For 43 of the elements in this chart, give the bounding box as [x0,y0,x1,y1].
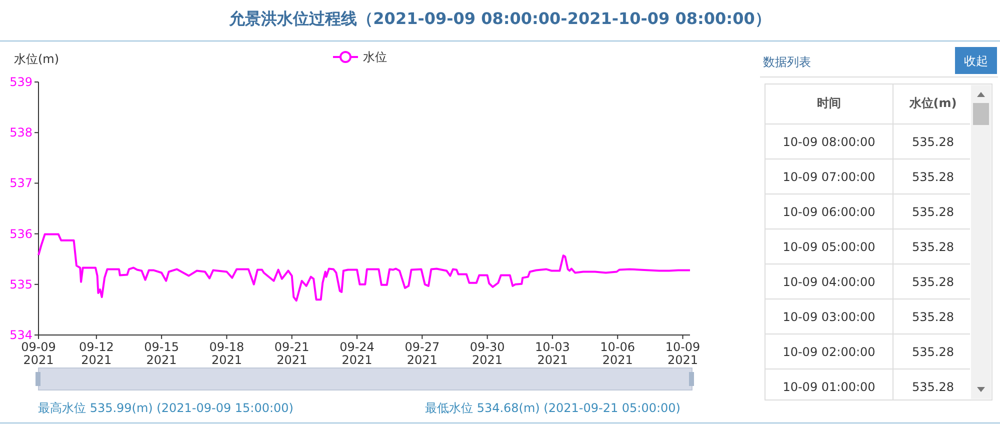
y-tick-label: 534 [10,328,32,342]
text: 最低水位 534.68(m) (2021-09-21 05:00:00) [425,401,680,415]
data-label: 535.28 [912,310,954,324]
data-label: 535.28 [912,135,954,149]
category-label: 10-09 02:00:00 [782,345,876,359]
x-tick-label: 09-30 2021 [470,340,505,368]
y-tick-label: 538 [10,126,32,140]
x-tick-label: 09-27 2021 [404,340,440,368]
line-series [38,233,691,302]
data-label: 535.28 [912,205,954,219]
x-tick-label: 10-09 2021 [665,340,700,368]
text: 数据列表 [763,55,811,69]
y-axis-title: 水位(m) [14,52,60,66]
category-label: 10-09 05:00:00 [782,240,876,254]
data-label: 535.28 [912,380,954,394]
x-tick-label: 09-24 2021 [340,340,374,368]
data-label: 535.28 [912,345,954,359]
category-label: 10-09 03:00:00 [782,310,876,324]
y-tick-label: 535 [10,277,32,292]
legend-label: 水位 [363,50,387,64]
category-label: 10-09 06:00:00 [782,205,876,219]
x-tick-label: 09-18 2021 [209,340,244,368]
chart-title: 允景洪水位过程线（2021-09-09 08:00:00-2021-10-09 08:00:00） [229,9,771,28]
x-tick-label: 09-09 2021 [21,340,56,368]
text: 时间 [817,96,841,110]
y-tick-label: 539 [10,75,32,89]
y-tick-label: 536 [10,226,32,241]
category-label: 10-09 01:00:00 [782,380,876,394]
x-tick-label: 10-03 2021 [535,340,570,368]
x-tick-label: 10-06 2021 [600,340,636,368]
data-label: 535.28 [912,170,954,184]
y-tick-label: 537 [10,176,32,190]
data-label: 535.28 [912,240,954,254]
text: 水位(m) [908,96,957,110]
x-tick-label: 09-15 2021 [144,340,179,368]
category-label: 10-09 04:00:00 [782,275,876,289]
category-label: 10-09 08:00:00 [782,135,876,149]
x-tick-label: 09-12 2021 [78,340,114,368]
text: 最高水位 535.99(m) (2021-09-09 15:00:00) [38,401,294,415]
x-tick-label: 09-21 2021 [274,340,310,368]
text: 收起 [964,54,988,68]
category-label: 10-09 07:00:00 [782,170,876,184]
data-label: 535.28 [912,275,954,289]
